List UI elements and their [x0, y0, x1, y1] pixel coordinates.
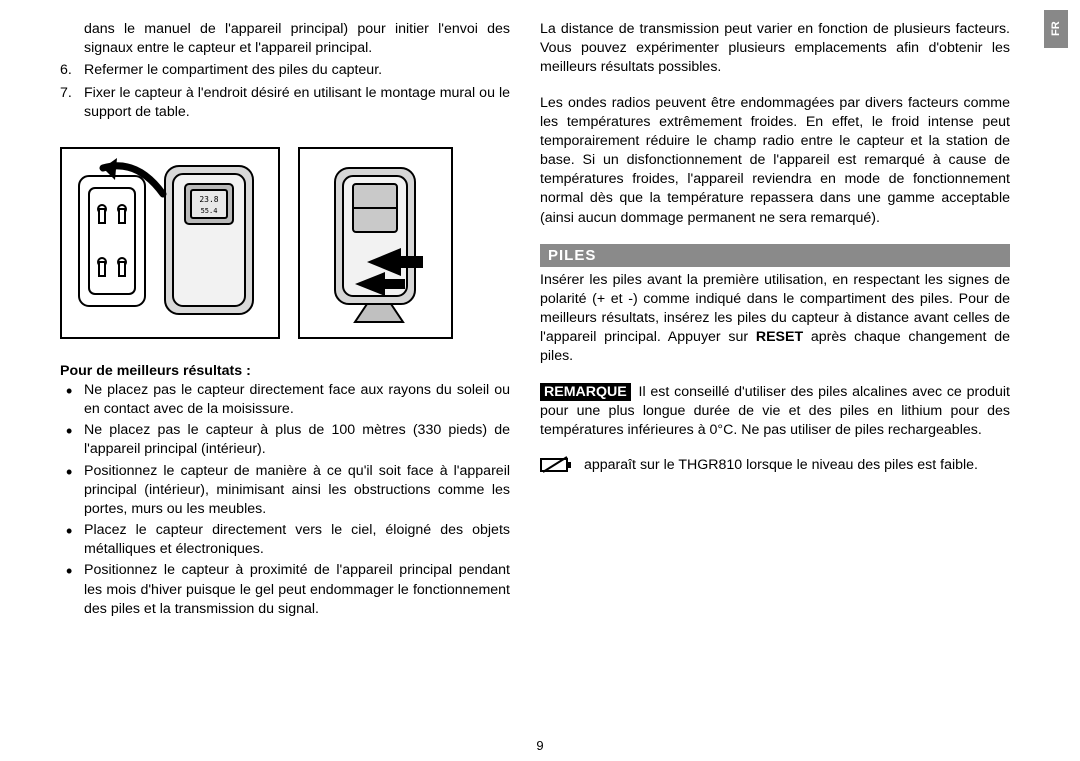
list-text: Refermer le compartiment des piles du ca… [84, 62, 382, 78]
paragraph: Les ondes radios peuvent être endommagée… [540, 94, 1010, 228]
sub-heading: Pour de meilleurs résultats : [60, 363, 510, 379]
note-paragraph: REMARQUE Il est conseillé d'utiliser des… [540, 383, 1010, 441]
svg-text:55.4: 55.4 [201, 207, 218, 215]
page-number: 9 [0, 738, 1080, 753]
sensor-table-stand-diagram [298, 147, 453, 339]
list-number: 7. [60, 84, 72, 103]
battery-low-icon [540, 456, 574, 474]
note-label: REMARQUE [540, 383, 631, 401]
diagram-row: 23.8 55.4 [60, 147, 510, 339]
numbered-list: dans le manuel de l'appareil principal) … [40, 20, 510, 125]
list-item: 6. Refermer le compartiment des piles du… [84, 61, 510, 80]
list-item: Ne placez pas le capteur à plus de 100 m… [84, 421, 510, 459]
paragraph: Insérer les piles avant la première util… [540, 271, 1010, 367]
bold-text: RESET [756, 329, 803, 345]
list-text: dans le manuel de l'appareil principal) … [84, 21, 510, 56]
paragraph: La distance de transmission peut varier … [540, 20, 1010, 78]
battery-low-paragraph: apparaît sur le THGR810 lorsque le nivea… [540, 456, 1010, 475]
list-item: Ne placez pas le capteur directement fac… [84, 381, 510, 419]
list-item: Positionnez le capteur à proximité de l'… [84, 561, 510, 619]
battery-low-text: apparaît sur le THGR810 lorsque le nivea… [580, 457, 978, 473]
list-item: Placez le capteur directement vers le ci… [84, 521, 510, 559]
bullet-list: Ne placez pas le capteur directement fac… [40, 381, 510, 621]
two-column-layout: dans le manuel de l'appareil principal) … [40, 20, 1040, 725]
section-heading-bar: PILES [540, 244, 1010, 267]
list-number: 6. [60, 61, 72, 80]
list-item: Positionnez le capteur de manière à ce q… [84, 462, 510, 520]
right-column: La distance de transmission peut varier … [540, 20, 1010, 725]
left-column: dans le manuel de l'appareil principal) … [40, 20, 510, 725]
sensor-wall-mount-diagram: 23.8 55.4 [60, 147, 280, 339]
language-tab: FR [1044, 10, 1068, 48]
list-item: dans le manuel de l'appareil principal) … [84, 20, 510, 58]
svg-text:23.8: 23.8 [199, 195, 218, 204]
list-text: Fixer le capteur à l'endroit désiré en u… [84, 85, 510, 120]
list-item: 7. Fixer le capteur à l'endroit désiré e… [84, 84, 510, 122]
